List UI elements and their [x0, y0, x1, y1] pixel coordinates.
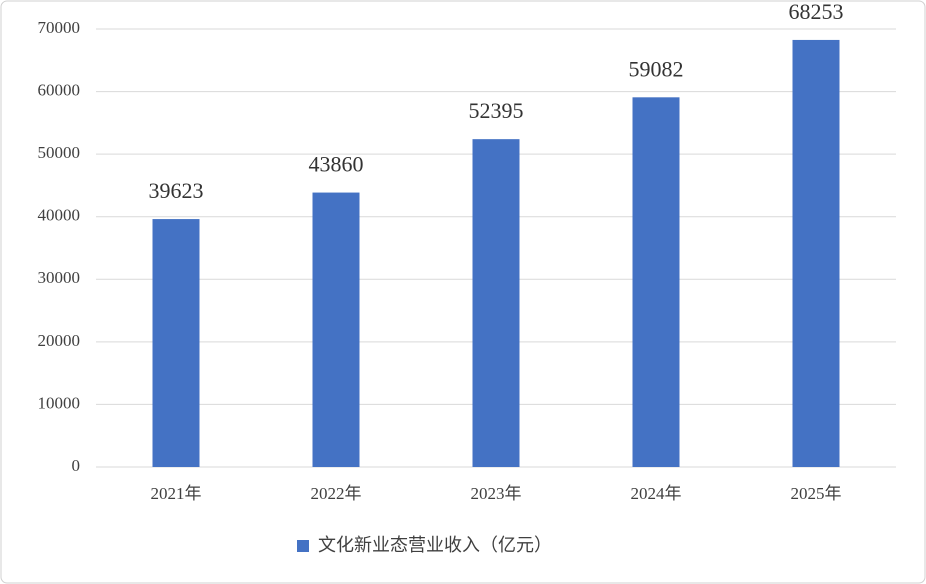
- legend-label: 文化新业态营业收入（亿元）: [318, 535, 552, 555]
- y-tick-label: 0: [72, 456, 81, 475]
- y-tick-label: 70000: [38, 18, 81, 37]
- bar: [792, 39, 840, 468]
- bar: [152, 219, 200, 467]
- y-tick-label: 20000: [38, 331, 81, 350]
- x-tick-label: 2021年: [151, 484, 202, 503]
- y-tick-label: 50000: [38, 143, 81, 162]
- value-label: 43860: [309, 152, 364, 177]
- legend-swatch: [297, 540, 309, 552]
- x-tick-label: 2025年: [791, 484, 842, 503]
- x-tick-label: 2022年: [311, 484, 362, 503]
- y-tick-label: 60000: [38, 80, 81, 99]
- bar: [312, 192, 360, 468]
- bar: [472, 139, 520, 468]
- y-tick-label: 10000: [38, 393, 81, 412]
- value-label: 52395: [469, 98, 524, 123]
- bar: [632, 97, 680, 467]
- y-tick-label: 40000: [38, 206, 81, 225]
- y-tick-label: 30000: [38, 268, 81, 287]
- value-label: 59082: [629, 56, 684, 81]
- value-label: 39623: [149, 178, 204, 203]
- x-tick-label: 2023年: [471, 484, 522, 503]
- value-label: 68253: [789, 0, 844, 24]
- x-tick-label: 2024年: [631, 484, 682, 503]
